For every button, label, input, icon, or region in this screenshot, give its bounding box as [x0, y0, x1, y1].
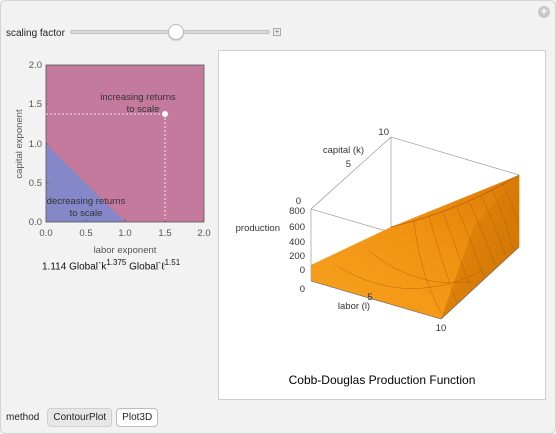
production-tick: 0 [300, 265, 305, 276]
production-tick: 200 [289, 251, 305, 262]
y-tick-labels: 0.0 0.5 1.0 1.5 2.0 [29, 60, 42, 228]
method-label: method [6, 412, 40, 423]
increasing-label-1: increasing returns [100, 92, 176, 103]
production-3d-plot-panel: 10 5 0 capital (k) 800 600 400 200 0 pro… [218, 50, 546, 400]
y-tick: 0.0 [29, 217, 42, 228]
formula-l: Global`ℓ [129, 261, 165, 273]
capital-tick: 10 [378, 127, 389, 138]
y-axis-label: capital exponent [14, 109, 25, 179]
production-tick: 400 [289, 237, 305, 248]
x-axis-label: labor exponent [94, 245, 157, 256]
scaling-factor-slider-thumb[interactable] [168, 24, 184, 40]
box-front-edges [310, 246, 520, 320]
plot-title: Cobb-Douglas Production Function [288, 373, 476, 387]
surface-side [441, 175, 519, 319]
x-tick: 2.0 [197, 228, 210, 239]
capital-tick: 0 [296, 196, 301, 207]
x-tick: 0.5 [79, 228, 92, 239]
x-tick: 1.5 [158, 228, 171, 239]
y-tick-marks [46, 103, 166, 222]
method-selector: method ContourPlot Plot3D [6, 408, 159, 427]
decreasing-label-2: to scale [70, 208, 103, 219]
formula-k-exp: 1.375 [106, 258, 127, 267]
labor-tick: 0 [300, 284, 305, 295]
y-tick: 0.5 [29, 178, 42, 189]
x-tick: 0.0 [39, 228, 52, 239]
exponent-region-plot[interactable]: increasing returns to scale decreasing r… [0, 50, 218, 260]
method-contourplot-button[interactable]: ContourPlot [47, 408, 113, 427]
exponent-region-plot-panel: increasing returns to scale decreasing r… [0, 50, 218, 400]
scaling-factor-label: scaling factor [6, 27, 65, 39]
labor-tick: 10 [436, 323, 447, 334]
increasing-label-2: to scale [127, 104, 160, 115]
formula-l-exp: 1.51 [164, 258, 181, 267]
production-tick: 600 [289, 222, 305, 233]
decreasing-returns-region [46, 144, 125, 222]
add-icon[interactable]: + [538, 6, 550, 18]
production-axis: 800 600 400 200 0 production [236, 206, 305, 276]
production-3d-plot[interactable]: 10 5 0 capital (k) 800 600 400 200 0 pro… [219, 51, 545, 371]
capital-tick: 5 [346, 159, 351, 170]
surface-ridge [390, 174, 520, 228]
x-tick-labels: 0.0 0.5 1.0 1.5 2.0 [39, 228, 210, 239]
production-formula: 1.114 Global`k1.375 Global`ℓ1.51 [42, 258, 180, 272]
surface-mesh [338, 183, 519, 314]
production-tick: 800 [289, 206, 305, 217]
scaling-factor-row: scaling factor [6, 24, 68, 42]
y-tick: 1.5 [29, 99, 42, 110]
labor-axis: 0 5 10 labor (l) [300, 284, 447, 334]
exponent-point[interactable] [161, 110, 169, 118]
decreasing-label-1: decreasing returns [47, 196, 126, 207]
capital-axis-label: capital (k) [323, 145, 364, 156]
production-axis-label: production [236, 223, 280, 234]
method-plot3d-button[interactable]: Plot3D [116, 408, 159, 427]
x-tick: 1.0 [118, 228, 131, 239]
slider-expand-icon[interactable]: + [273, 27, 281, 36]
labor-axis-label: labor (l) [338, 301, 370, 312]
capital-axis: 10 5 0 capital (k) [296, 127, 389, 207]
labor-tick: 5 [367, 292, 372, 303]
y-tick: 1.0 [29, 139, 42, 150]
y-tick: 2.0 [29, 60, 42, 71]
formula-k: Global`k [69, 261, 107, 273]
formula-coef: 1.114 [42, 261, 67, 273]
